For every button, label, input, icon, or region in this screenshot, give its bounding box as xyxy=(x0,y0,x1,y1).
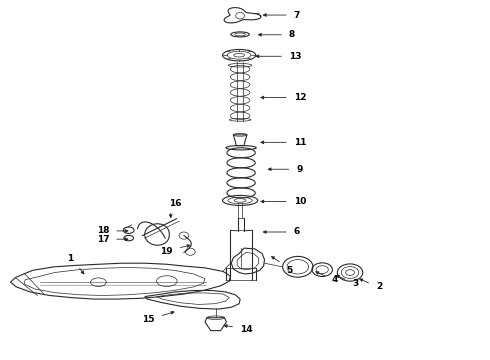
Text: 6: 6 xyxy=(294,228,300,237)
Text: 3: 3 xyxy=(352,279,359,288)
Text: 19: 19 xyxy=(160,247,172,256)
Text: 13: 13 xyxy=(289,52,301,61)
Text: 18: 18 xyxy=(97,226,109,235)
Text: 4: 4 xyxy=(332,275,339,284)
Text: 17: 17 xyxy=(97,235,109,244)
Text: 5: 5 xyxy=(287,266,293,275)
Text: 12: 12 xyxy=(294,93,306,102)
Text: 15: 15 xyxy=(142,315,155,324)
Text: 7: 7 xyxy=(294,10,300,19)
Text: 9: 9 xyxy=(296,165,303,174)
Text: 14: 14 xyxy=(240,325,253,334)
Text: 11: 11 xyxy=(294,138,306,147)
Text: 10: 10 xyxy=(294,197,306,206)
Text: 8: 8 xyxy=(289,30,295,39)
Text: 1: 1 xyxy=(67,254,73,263)
Text: 2: 2 xyxy=(376,282,382,291)
Text: 16: 16 xyxy=(170,199,182,208)
